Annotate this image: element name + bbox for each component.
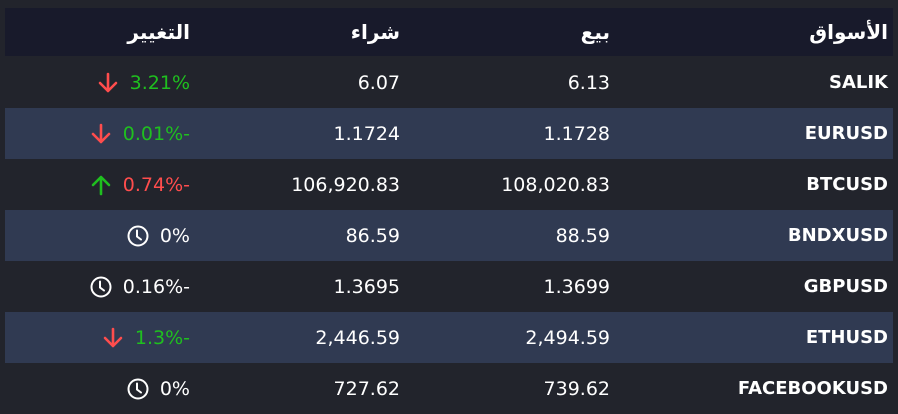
change-value: 0.74%-	[122, 173, 190, 196]
change-cell: 0.01%-	[5, 122, 190, 146]
buy-price: 727.62	[333, 377, 400, 400]
buy-price: 106,920.83	[291, 173, 400, 196]
change-cell: 0.16%-	[5, 275, 190, 299]
sell-price: 1.1728	[543, 122, 610, 145]
sell-price: 739.62	[543, 377, 610, 400]
change-value: 0.01%-	[122, 122, 190, 145]
table-row[interactable]: 0.01%- 1.1724 1.1728 EURUSD	[5, 108, 893, 159]
change-value: 0%	[159, 224, 190, 247]
clock-icon	[89, 275, 113, 299]
buy-price: 1.3695	[333, 275, 400, 298]
change-cell: 0.74%-	[5, 173, 190, 197]
clock-icon	[126, 224, 150, 248]
market-symbol[interactable]: BTCUSD	[806, 174, 888, 195]
markets-table: التغيير شراء بيع الأسواق 3.21% 6.07 6.13…	[5, 8, 893, 414]
arrow-down-icon	[96, 71, 120, 95]
table-row[interactable]: 0.74%- 106,920.83 108,020.83 BTCUSD	[5, 159, 893, 210]
sell-price: 88.59	[555, 224, 610, 247]
change-value: 0.16%-	[122, 275, 190, 298]
sell-price: 6.13	[567, 71, 610, 94]
header-sell: بيع	[580, 20, 610, 44]
change-cell: 1.3%-	[5, 326, 190, 350]
header-change: التغيير	[127, 20, 190, 44]
table-row[interactable]: 3.21% 6.07 6.13 SALIK	[5, 57, 893, 108]
change-value: 0%	[159, 377, 190, 400]
sell-price: 2,494.59	[525, 326, 610, 349]
header-market: الأسواق	[809, 20, 888, 44]
sell-price: 1.3699	[543, 275, 610, 298]
buy-price: 6.07	[357, 71, 400, 94]
change-cell: 0%	[5, 224, 190, 248]
change-value: 1.3%-	[134, 326, 190, 349]
sell-price: 108,020.83	[501, 173, 610, 196]
header-buy: شراء	[350, 20, 400, 44]
market-symbol[interactable]: SALIK	[828, 72, 888, 93]
buy-price: 2,446.59	[315, 326, 400, 349]
change-value: 3.21%	[129, 71, 190, 94]
arrow-down-icon	[101, 326, 125, 350]
table-header: التغيير شراء بيع الأسواق	[5, 8, 893, 56]
market-symbol[interactable]: BNDXUSD	[787, 225, 888, 246]
buy-price: 86.59	[345, 224, 400, 247]
table-row[interactable]: 0% 727.62 739.62 FACEBOOKUSD	[5, 363, 893, 414]
arrow-up-icon	[89, 173, 113, 197]
market-symbol[interactable]: FACEBOOKUSD	[737, 378, 888, 399]
buy-price: 1.1724	[333, 122, 400, 145]
change-cell: 3.21%	[5, 71, 190, 95]
table-row[interactable]: 0% 86.59 88.59 BNDXUSD	[5, 210, 893, 261]
clock-icon	[126, 377, 150, 401]
market-symbol[interactable]: ETHUSD	[805, 327, 888, 348]
change-cell: 0%	[5, 377, 190, 401]
market-symbol[interactable]: EURUSD	[804, 123, 888, 144]
table-row[interactable]: 1.3%- 2,446.59 2,494.59 ETHUSD	[5, 312, 893, 363]
table-row[interactable]: 0.16%- 1.3695 1.3699 GBPUSD	[5, 261, 893, 312]
arrow-down-icon	[89, 122, 113, 146]
market-symbol[interactable]: GBPUSD	[803, 276, 888, 297]
